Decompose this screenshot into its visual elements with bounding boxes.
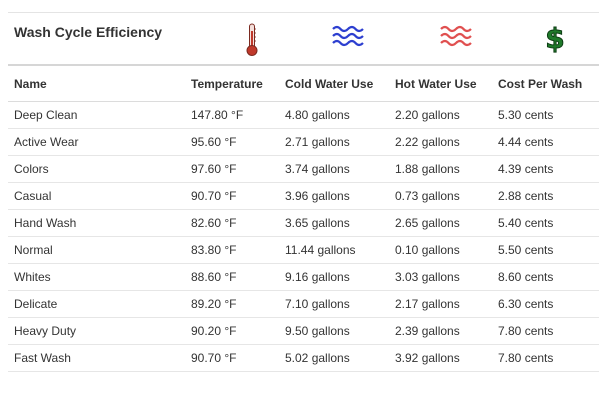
cell-cold-water: 3.65 gallons	[279, 209, 389, 237]
wash-cycle-panel: Wash Cycle Efficiency	[8, 12, 599, 372]
table-row: Fast Wash 90.70 °F 5.02 gallons 3.92 gal…	[8, 344, 599, 372]
cell-hot-water: 2.17 gallons	[389, 290, 492, 318]
cell-cold-water: 7.10 gallons	[279, 290, 389, 318]
cell-name: Deep Clean	[8, 101, 185, 129]
cell-cost: 5.40 cents	[492, 209, 599, 237]
cold-water-icon-cell	[294, 13, 401, 49]
column-header-name[interactable]: Name	[8, 66, 185, 102]
cell-temperature: 97.60 °F	[185, 155, 279, 183]
table-row: Hand Wash 82.60 °F 3.65 gallons 2.65 gal…	[8, 209, 599, 237]
cold-water-waves-icon	[331, 25, 364, 47]
cell-cost: 7.80 cents	[492, 344, 599, 372]
cell-hot-water: 0.73 gallons	[389, 182, 492, 210]
cell-cost: 2.88 cents	[492, 182, 599, 210]
cell-name: Casual	[8, 182, 185, 210]
panel-title: Wash Cycle Efficiency	[14, 24, 163, 40]
cell-cost: 5.30 cents	[492, 101, 599, 129]
temperature-icon-cell	[209, 13, 294, 57]
cell-cold-water: 5.02 gallons	[279, 344, 389, 372]
panel-header: Wash Cycle Efficiency	[8, 12, 599, 66]
table-row: Normal 83.80 °F 11.44 gallons 0.10 gallo…	[8, 236, 599, 264]
table-row: Active Wear 95.60 °F 2.71 gallons 2.22 g…	[8, 128, 599, 156]
cell-name: Whites	[8, 263, 185, 291]
cell-hot-water: 2.39 gallons	[389, 317, 492, 345]
cell-cold-water: 2.71 gallons	[279, 128, 389, 156]
column-header-cold-water-use[interactable]: Cold Water Use	[279, 66, 389, 102]
cell-name: Fast Wash	[8, 344, 185, 372]
wash-cycle-table: Name Temperature Cold Water Use Hot Wate…	[8, 66, 599, 372]
cell-name: Normal	[8, 236, 185, 264]
cell-cost: 5.50 cents	[492, 236, 599, 264]
table-header-row: Name Temperature Cold Water Use Hot Wate…	[8, 66, 599, 102]
cell-hot-water: 3.03 gallons	[389, 263, 492, 291]
table-row: Delicate 89.20 °F 7.10 gallons 2.17 gall…	[8, 290, 599, 318]
cell-temperature: 95.60 °F	[185, 128, 279, 156]
table-row: Whites 88.60 °F 9.16 gallons 3.03 gallon…	[8, 263, 599, 291]
cell-hot-water: 0.10 gallons	[389, 236, 492, 264]
table-row: Colors 97.60 °F 3.74 gallons 1.88 gallon…	[8, 155, 599, 183]
svg-text:$: $	[545, 23, 564, 53]
cell-name: Hand Wash	[8, 209, 185, 237]
table-body: Deep Clean 147.80 °F 4.80 gallons 2.20 g…	[8, 101, 599, 372]
cost-icon-cell: $	[511, 13, 599, 53]
cell-temperature: 88.60 °F	[185, 263, 279, 291]
cell-cold-water: 9.16 gallons	[279, 263, 389, 291]
cell-hot-water: 3.92 gallons	[389, 344, 492, 372]
cell-name: Delicate	[8, 290, 185, 318]
cell-hot-water: 2.20 gallons	[389, 101, 492, 129]
cell-temperature: 82.60 °F	[185, 209, 279, 237]
table-row: Casual 90.70 °F 3.96 gallons 0.73 gallon…	[8, 182, 599, 210]
cell-name: Colors	[8, 155, 185, 183]
dollar-sign-icon: $	[545, 23, 565, 53]
column-header-temperature[interactable]: Temperature	[185, 66, 279, 102]
cell-temperature: 90.20 °F	[185, 317, 279, 345]
cell-name: Active Wear	[8, 128, 185, 156]
cell-cost: 8.60 cents	[492, 263, 599, 291]
cell-hot-water: 1.88 gallons	[389, 155, 492, 183]
cell-cold-water: 3.74 gallons	[279, 155, 389, 183]
cell-temperature: 89.20 °F	[185, 290, 279, 318]
cell-cold-water: 3.96 gallons	[279, 182, 389, 210]
cell-cost: 6.30 cents	[492, 290, 599, 318]
column-header-cost-per-wash[interactable]: Cost Per Wash	[492, 66, 599, 102]
cell-temperature: 147.80 °F	[185, 101, 279, 129]
thermometer-icon	[246, 23, 257, 56]
cell-temperature: 90.70 °F	[185, 182, 279, 210]
cell-hot-water: 2.65 gallons	[389, 209, 492, 237]
cell-temperature: 83.80 °F	[185, 236, 279, 264]
cell-cold-water: 4.80 gallons	[279, 101, 389, 129]
cell-temperature: 90.70 °F	[185, 344, 279, 372]
table-row: Deep Clean 147.80 °F 4.80 gallons 2.20 g…	[8, 101, 599, 129]
cell-cost: 4.39 cents	[492, 155, 599, 183]
table-row: Heavy Duty 90.20 °F 9.50 gallons 2.39 ga…	[8, 317, 599, 345]
cell-cold-water: 9.50 gallons	[279, 317, 389, 345]
cell-name: Heavy Duty	[8, 317, 185, 345]
cell-hot-water: 2.22 gallons	[389, 128, 492, 156]
column-header-hot-water-use[interactable]: Hot Water Use	[389, 66, 492, 102]
cell-cost: 7.80 cents	[492, 317, 599, 345]
cell-cost: 4.44 cents	[492, 128, 599, 156]
hot-water-icon-cell	[401, 13, 511, 49]
cell-cold-water: 11.44 gallons	[279, 236, 389, 264]
hot-water-waves-icon	[440, 25, 472, 47]
